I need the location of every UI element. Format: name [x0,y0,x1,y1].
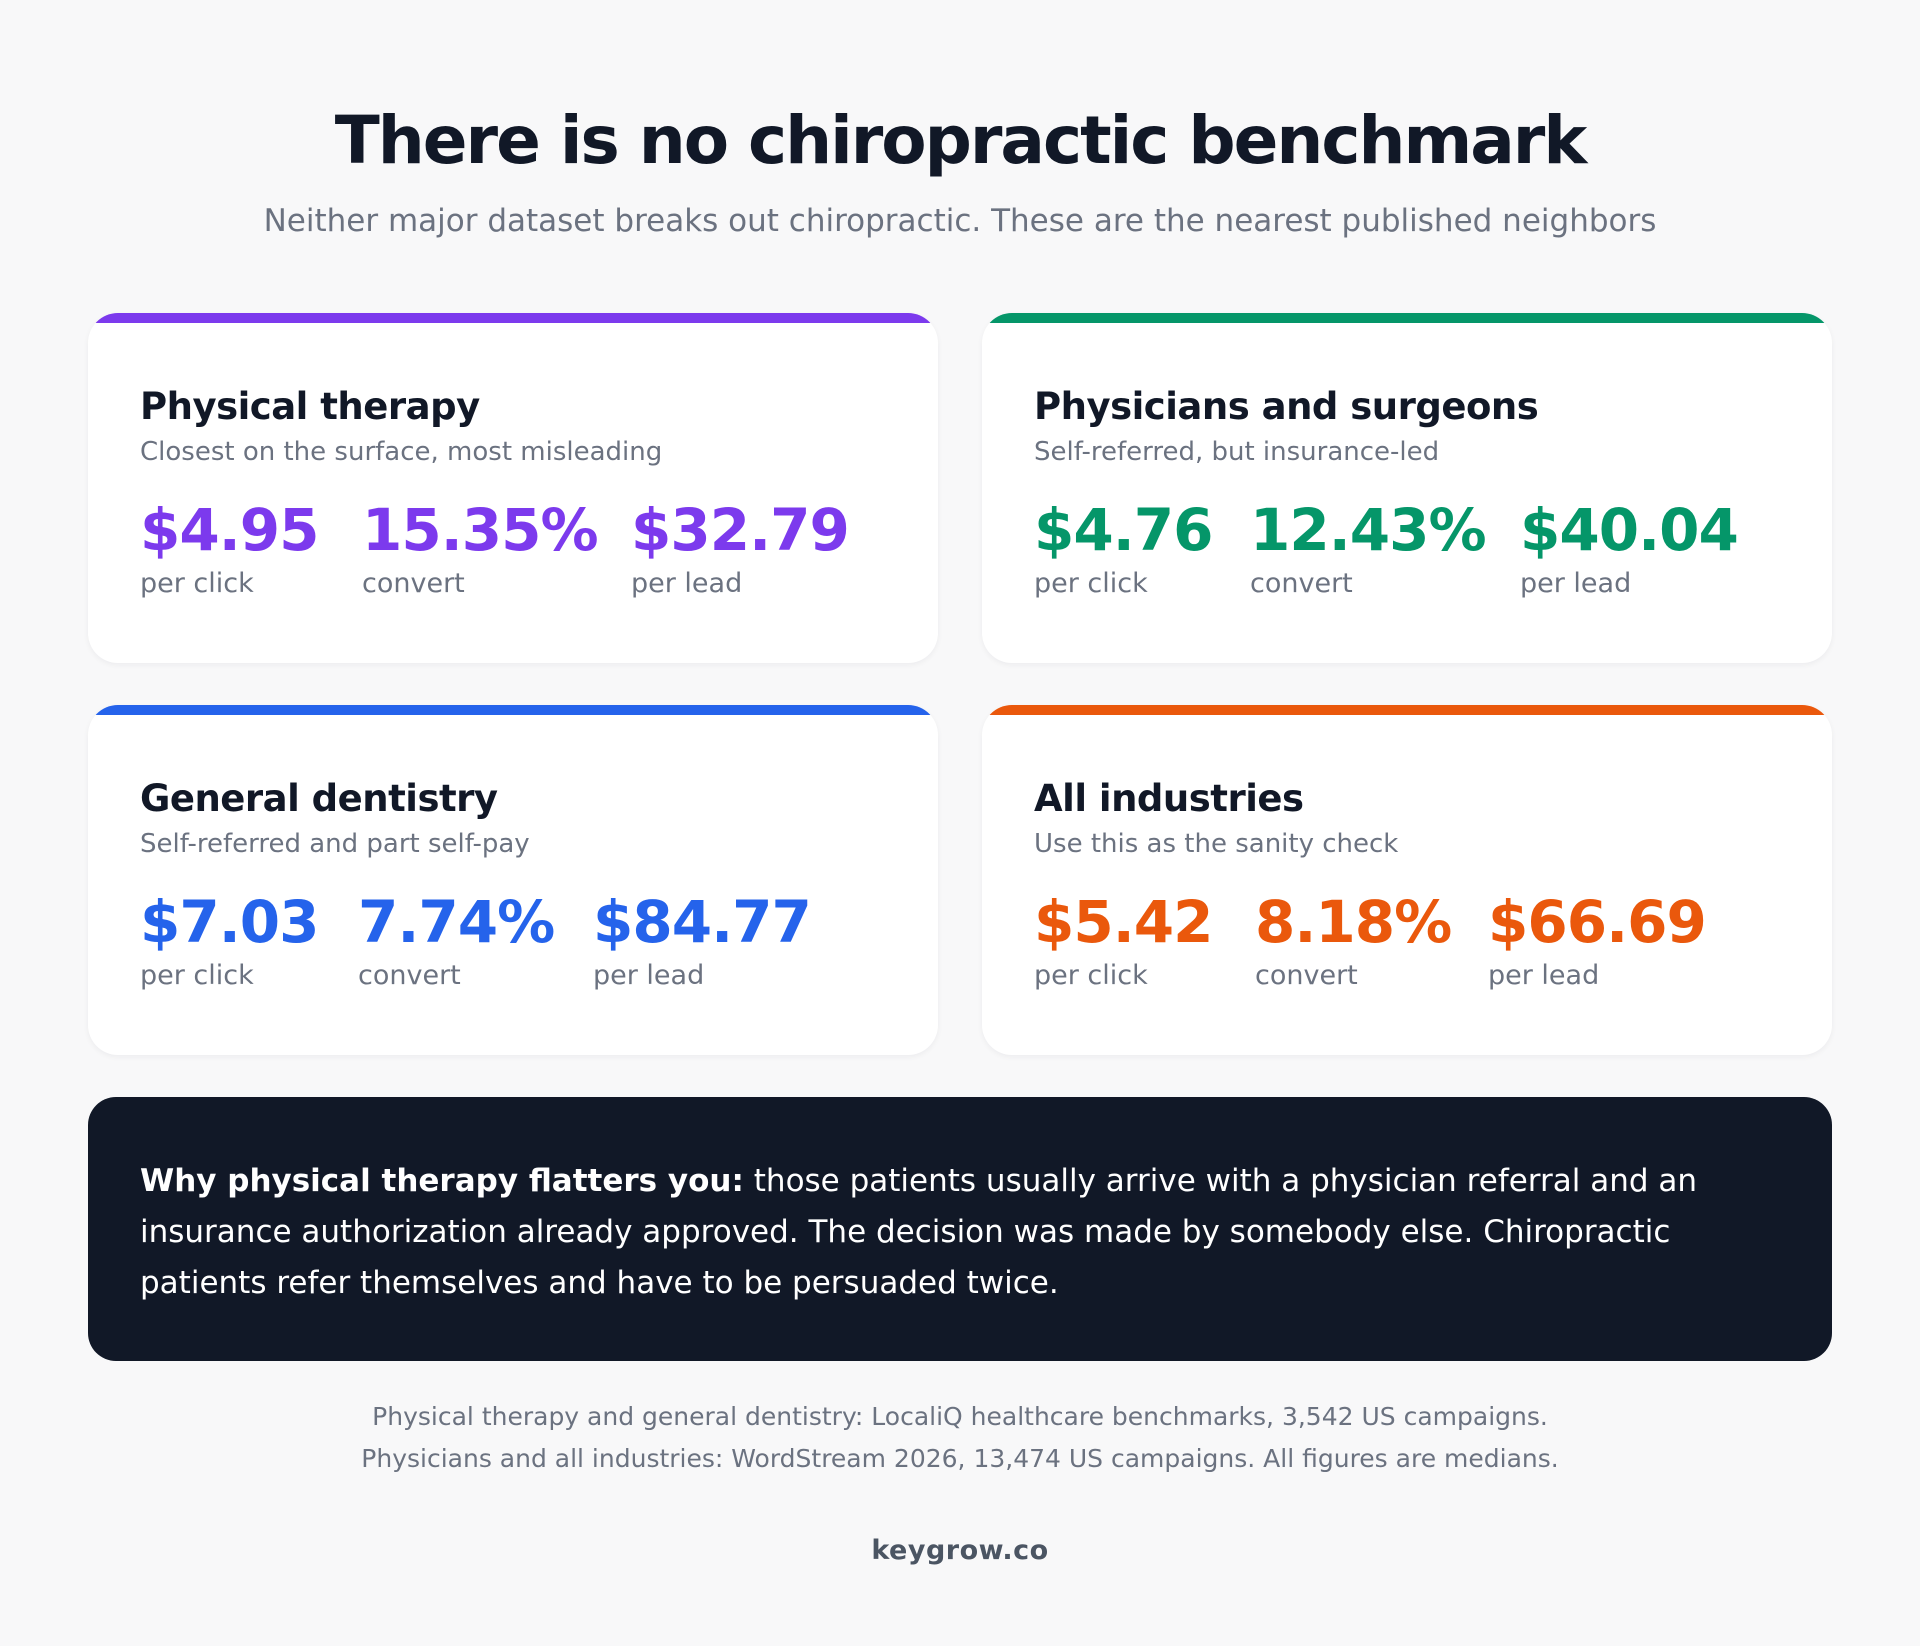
stat-label: convert [1255,960,1358,991]
stat-label: per click [140,568,254,599]
stat-label: per lead [593,960,705,991]
card-all-industries: All industries Use this as the sanity ch… [982,705,1832,1055]
stat-per-lead: $84.77 per lead [593,887,812,993]
stat-label: per click [140,960,254,991]
stat-convert: 8.18% convert [1255,887,1452,993]
stat-value: $66.69 [1488,888,1707,956]
stat-value: $5.42 [1034,888,1213,956]
stat-label: per click [1034,568,1148,599]
stat-per-lead: $66.69 per lead [1488,887,1707,993]
stat-label: per lead [631,568,743,599]
stat-label: per lead [1488,960,1600,991]
stat-per-click: $7.03 per click [140,887,319,993]
stat-value: $4.76 [1034,496,1213,564]
stat-per-lead: $32.79 per lead [631,495,850,601]
card-title: General dentistry [140,777,498,820]
card-title: Physicians and surgeons [1034,385,1539,428]
card-physicians-and-surgeons: Physicians and surgeons Self-referred, b… [982,313,1832,663]
page-subtitle: Neither major dataset breaks out chiropr… [263,203,1657,239]
card-subtitle: Self-referred, but insurance-led [1034,437,1440,467]
stat-value: 15.35% [362,496,599,564]
card-physical-therapy: Physical therapy Closest on the surface,… [88,313,938,663]
callout-body: those patients usually arrive with a phy… [140,1163,1698,1301]
card-accent-bar [982,705,1832,715]
stat-per-click: $4.95 per click [140,495,319,601]
card-accent-bar [88,705,938,715]
stat-convert: 15.35% convert [362,495,599,601]
source-note: Physicians and all industries: WordStrea… [361,1444,1559,1473]
stat-convert: 12.43% convert [1250,495,1487,601]
callout-lead: Why physical therapy flatters you: [140,1163,744,1199]
stat-value: $40.04 [1520,496,1739,564]
page-title: There is no chiropractic benchmark [334,102,1587,179]
stat-value: 7.74% [358,888,555,956]
stat-value: $32.79 [631,496,850,564]
stat-label: per click [1034,960,1148,991]
card-title: Physical therapy [140,385,480,428]
card-accent-bar [88,313,938,323]
card-subtitle: Use this as the sanity check [1034,829,1399,859]
card-title: All industries [1034,777,1304,820]
stat-value: $4.95 [140,496,319,564]
stat-value: $84.77 [593,888,812,956]
stat-convert: 7.74% convert [358,887,555,993]
callout-box: Why physical therapy flatters you: those… [88,1097,1832,1361]
card-subtitle: Closest on the surface, most misleading [140,437,663,467]
stat-per-lead: $40.04 per lead [1520,495,1739,601]
stat-label: convert [358,960,461,991]
brand-wordmark: keygrow.co [871,1535,1049,1566]
source-note: Physical therapy and general dentistry: … [372,1402,1548,1431]
card-accent-bar [982,313,1832,323]
stat-value: $7.03 [140,888,319,956]
stat-label: convert [362,568,465,599]
stat-label: convert [1250,568,1353,599]
card-subtitle: Self-referred and part self-pay [140,829,530,859]
stat-per-click: $5.42 per click [1034,887,1213,993]
stat-label: per lead [1520,568,1632,599]
stat-value: 12.43% [1250,496,1487,564]
card-general-dentistry: General dentistry Self-referred and part… [88,705,938,1055]
stat-per-click: $4.76 per click [1034,495,1213,601]
stat-value: 8.18% [1255,888,1452,956]
